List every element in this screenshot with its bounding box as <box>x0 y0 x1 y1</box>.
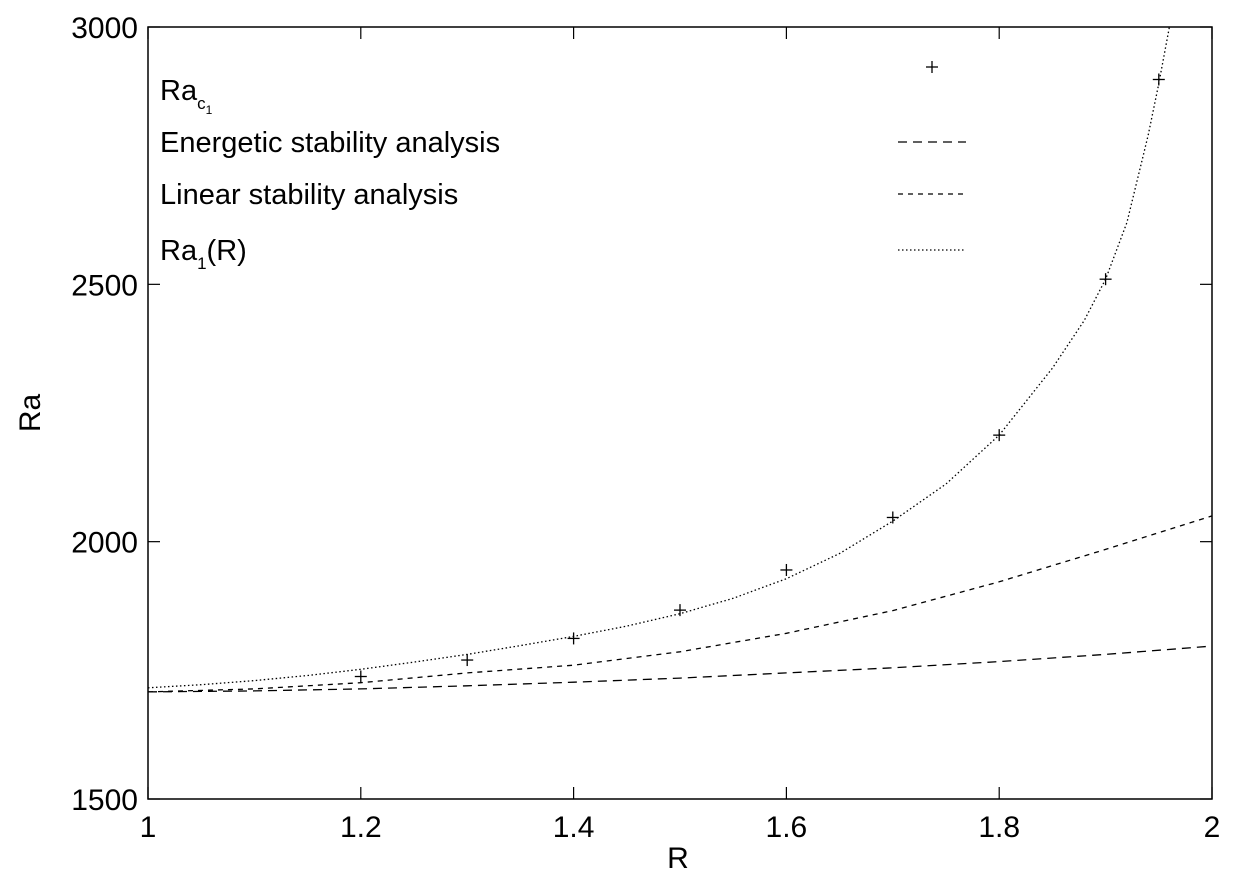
x-axis-title: R <box>667 842 689 875</box>
data-point-plus <box>461 654 474 667</box>
legend-label: Energetic stability analysis <box>160 127 500 159</box>
legend-label: Rac1 <box>160 75 213 117</box>
data-point-plus <box>674 604 686 617</box>
series-layer <box>147 26 1213 693</box>
y-tick-label: 1500 <box>71 784 138 817</box>
y-axis-title: Ra <box>14 394 47 433</box>
x-tick-label: 1.6 <box>766 811 808 844</box>
legend-marker-plus <box>926 61 938 73</box>
legend: Rac1 Energetic stability analysis Linear s… <box>160 61 966 273</box>
x-tick-label: 2 <box>1204 811 1221 844</box>
x-tick-label: 1.4 <box>553 811 595 844</box>
data-point-plus <box>886 511 899 524</box>
x-tick-label: 1.2 <box>340 811 382 844</box>
x-tick-label: 1 <box>140 811 157 844</box>
y-tick-label: 2000 <box>71 527 138 560</box>
series-ra1-curve <box>147 26 1171 689</box>
y-tick-label: 3000 <box>71 12 138 45</box>
legend-label: Ra1(R) <box>160 235 247 273</box>
series-rac1-points <box>354 73 1165 683</box>
series-energetic-line <box>147 645 1213 693</box>
data-point-plus <box>780 563 793 576</box>
x-tick-label: 1.8 <box>978 811 1020 844</box>
data-point-plus <box>354 670 367 683</box>
data-point-plus <box>567 632 580 645</box>
data-point-plus <box>1099 273 1112 286</box>
y-tick-label: 2500 <box>71 269 138 302</box>
series-linear-line <box>147 515 1213 693</box>
legend-label: Linear stability analysis <box>160 179 458 211</box>
ticks: 1 1.2 1.4 1.6 1.8 2 1500 2000 2500 3000 <box>71 12 1220 844</box>
plot-frame <box>147 26 1213 800</box>
axes <box>147 26 1213 800</box>
